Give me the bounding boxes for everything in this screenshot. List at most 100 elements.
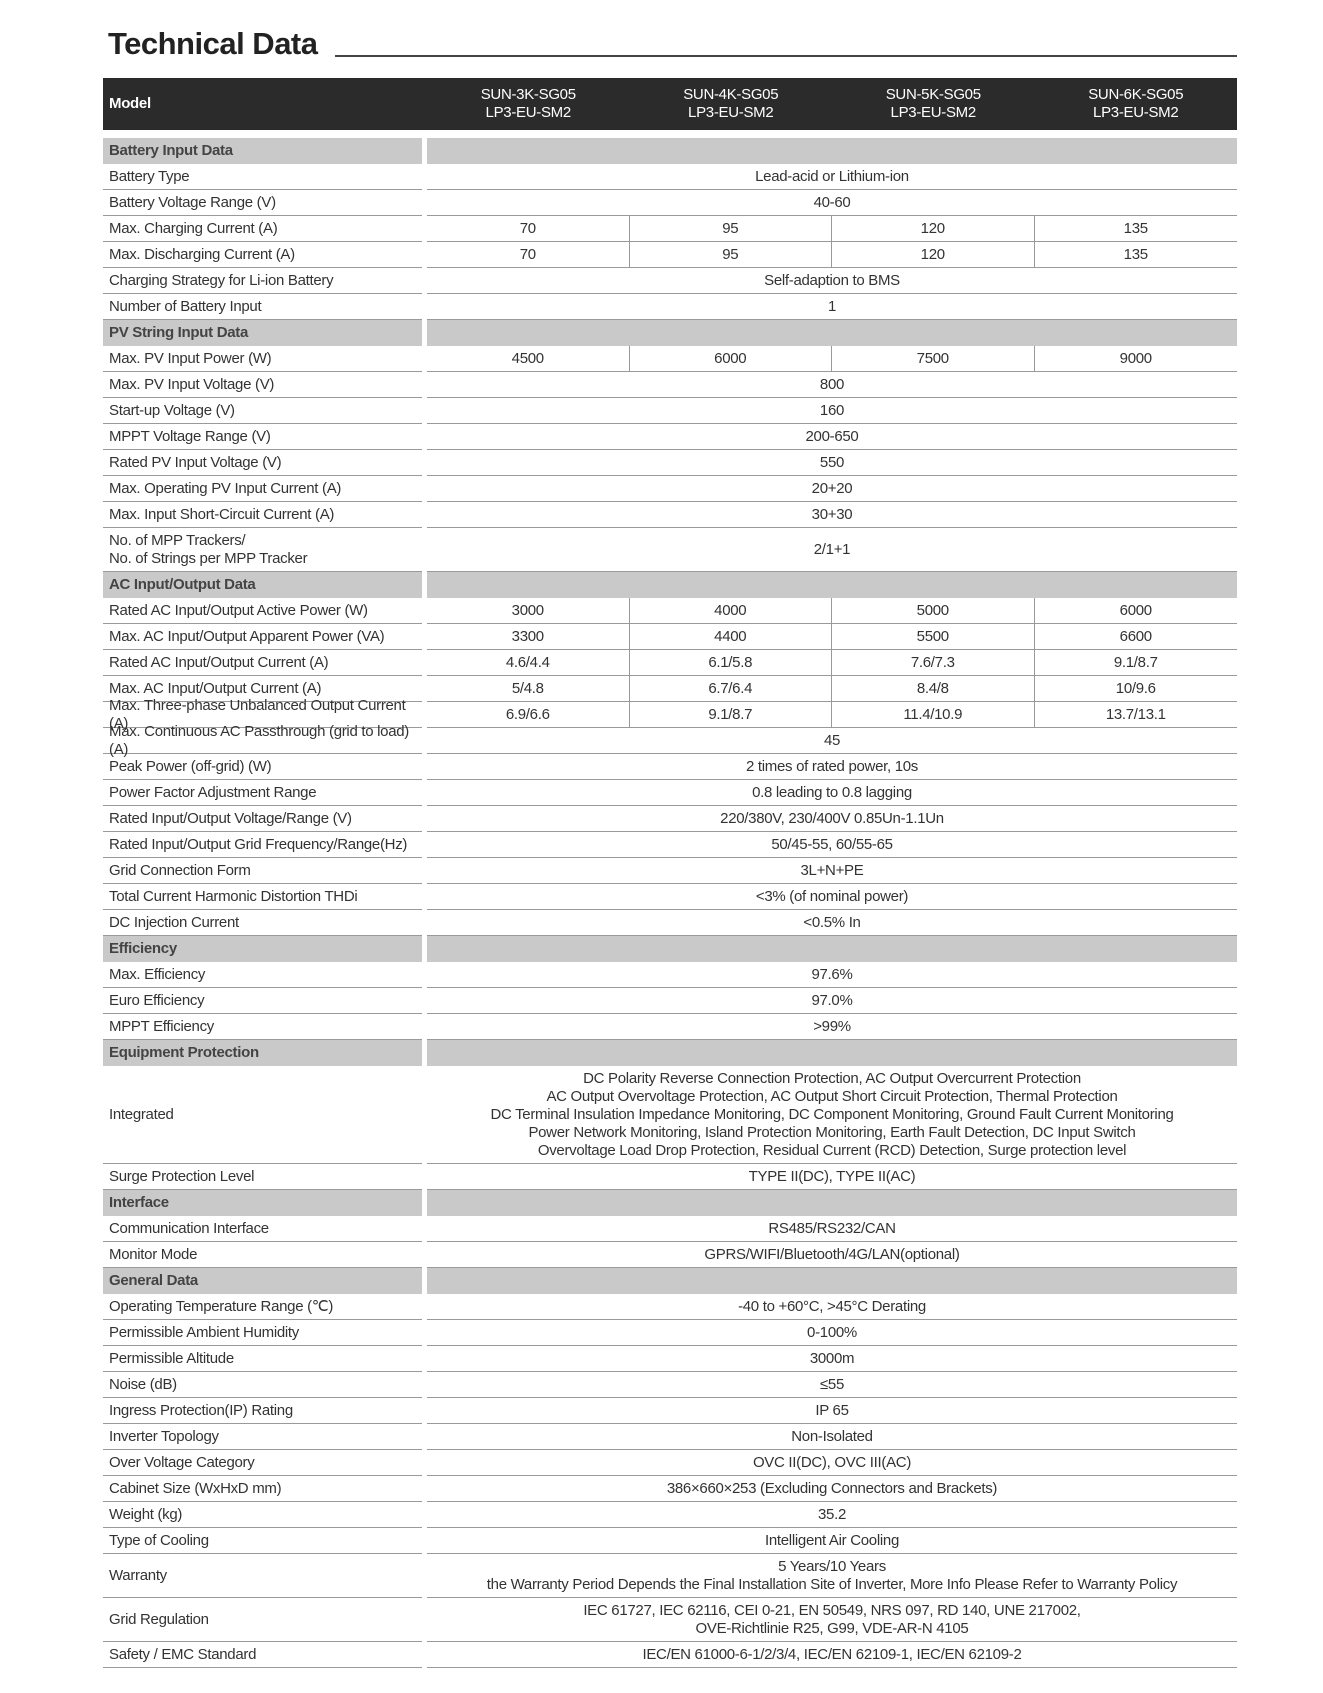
row-value: 220/380V, 230/400V 0.85Un-1.1Un (427, 806, 1237, 832)
row-value: 95 (629, 242, 832, 268)
row-value: 6000 (629, 346, 832, 372)
row-value: 4400 (629, 624, 832, 650)
row-label: Max. Efficiency (103, 962, 422, 988)
row-label: Number of Battery Input (103, 294, 422, 320)
row-value: 8.4/8 (832, 676, 1035, 702)
row-value: 5500 (832, 624, 1035, 650)
row-label: Max. Three-phase Unbalanced Output Curre… (103, 697, 422, 732)
row-label: Permissible Ambient Humidity (103, 1320, 422, 1346)
model-name: SUN-4K-SG05 LP3-EU-SM2 (683, 86, 779, 121)
section-title: General Data (103, 1268, 422, 1294)
row-label: MPPT Voltage Range (V) (103, 424, 422, 450)
row-label: Monitor Mode (103, 1242, 422, 1268)
row-value: 550 (427, 450, 1237, 476)
row-value: 40-60 (427, 190, 1237, 216)
section-bar (427, 1190, 1237, 1216)
row-label: Euro Efficiency (103, 988, 422, 1014)
section-title: Battery Input Data (103, 138, 422, 164)
row-value: 1 (427, 294, 1237, 320)
row-label: Warranty (103, 1554, 422, 1598)
row-value: 160 (427, 398, 1237, 424)
row-value: 30+30 (427, 502, 1237, 528)
row-label: Max. PV Input Voltage (V) (103, 372, 422, 398)
row-value: 35.2 (427, 1502, 1237, 1528)
row-value: <0.5% In (427, 910, 1237, 936)
row-value: 5 Years/10 Years the Warranty Period Dep… (427, 1554, 1237, 1598)
row-value: DC Polarity Reverse Connection Protectio… (427, 1066, 1237, 1164)
row-value: IEC/EN 61000-6-1/2/3/4, IEC/EN 62109-1, … (427, 1642, 1237, 1668)
row-value: 4000 (629, 598, 832, 624)
row-label: Power Factor Adjustment Range (103, 780, 422, 806)
row-label: Start-up Voltage (V) (103, 398, 422, 424)
row-value: 5000 (832, 598, 1035, 624)
row-label: DC Injection Current (103, 910, 422, 936)
row-value: 0-100% (427, 1320, 1237, 1346)
row-label: Integrated (103, 1066, 422, 1164)
header-label: Model (109, 95, 151, 112)
row-label: No. of MPP Trackers/ No. of Strings per … (103, 528, 422, 572)
section-bar (427, 1268, 1237, 1294)
row-value: >99% (427, 1014, 1237, 1040)
row-label: Max. AC Input/Output Current (A) (103, 676, 422, 702)
row-value: <3% (of nominal power) (427, 884, 1237, 910)
row-value: 70 (427, 242, 630, 268)
row-value: 3L+N+PE (427, 858, 1237, 884)
row-label: Rated AC Input/Output Active Power (W) (103, 598, 422, 624)
row-value: 6000 (1034, 598, 1237, 624)
section-title: Equipment Protection (103, 1040, 422, 1066)
row-label: Rated AC Input/Output Current (A) (103, 650, 422, 676)
model-name: SUN-3K-SG05 LP3-EU-SM2 (480, 86, 576, 121)
row-value: 6600 (1034, 624, 1237, 650)
row-value: 0.8 leading to 0.8 lagging (427, 780, 1237, 806)
row-value: TYPE II(DC), TYPE II(AC) (427, 1164, 1237, 1190)
section-title: AC Input/Output Data (103, 572, 422, 598)
row-value: 70 (427, 216, 630, 242)
row-value: 4.6/4.4 (427, 650, 630, 676)
row-value: 386×660×253 (Excluding Connectors and Br… (427, 1476, 1237, 1502)
row-label: Battery Type (103, 164, 422, 190)
row-label: MPPT Efficiency (103, 1014, 422, 1040)
model-name: SUN-5K-SG05 LP3-EU-SM2 (885, 86, 981, 121)
row-label: Total Current Harmonic Distortion THDi (103, 884, 422, 910)
section-bar (427, 936, 1237, 962)
row-value: 120 (832, 242, 1035, 268)
row-value: 6.9/6.6 (427, 702, 630, 728)
row-value: 120 (832, 216, 1035, 242)
row-label: Max. Operating PV Input Current (A) (103, 476, 422, 502)
row-label: Rated Input/Output Voltage/Range (V) (103, 806, 422, 832)
row-value: RS485/RS232/CAN (427, 1216, 1237, 1242)
row-label: Max. PV Input Power (W) (103, 346, 422, 372)
row-value: 135 (1034, 216, 1237, 242)
row-value: 95 (629, 216, 832, 242)
row-label: Communication Interface (103, 1216, 422, 1242)
row-value: Self-adaption to BMS (427, 268, 1237, 294)
row-value: IP 65 (427, 1398, 1237, 1424)
row-label: Max. AC Input/Output Apparent Power (VA) (103, 624, 422, 650)
section-bar (427, 138, 1237, 164)
row-label: Noise (dB) (103, 1372, 422, 1398)
row-label: Operating Temperature Range (℃) (103, 1294, 422, 1320)
title-rule (335, 55, 1237, 57)
row-value: 3300 (427, 624, 630, 650)
row-value: 7.6/7.3 (832, 650, 1035, 676)
row-label: Max. Continuous AC Passthrough (grid to … (103, 723, 422, 758)
row-value: 5/4.8 (427, 676, 630, 702)
section-title: Interface (103, 1190, 422, 1216)
row-label: Max. Discharging Current (A) (103, 242, 422, 268)
row-value: 10/9.6 (1034, 676, 1237, 702)
row-label: Battery Voltage Range (V) (103, 190, 422, 216)
row-value: 20+20 (427, 476, 1237, 502)
section-bar (427, 572, 1237, 598)
row-value: 9000 (1034, 346, 1237, 372)
row-value: 97.0% (427, 988, 1237, 1014)
page-title: Technical Data (108, 26, 318, 61)
row-value: 50/45-55, 60/55-65 (427, 832, 1237, 858)
row-label: Max. Charging Current (A) (103, 216, 422, 242)
row-value: IEC 61727, IEC 62116, CEI 0-21, EN 50549… (427, 1598, 1237, 1642)
row-label: Rated Input/Output Grid Frequency/Range(… (103, 832, 422, 858)
row-label: Grid Regulation (103, 1598, 422, 1642)
row-value: 13.7/13.1 (1034, 702, 1237, 728)
header-bg (103, 78, 1237, 130)
row-label: Grid Connection Form (103, 858, 422, 884)
